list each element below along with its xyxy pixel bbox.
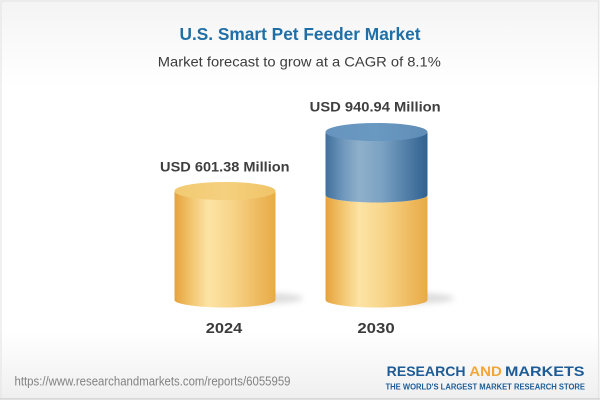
svg-text:2024: 2024 [206,321,243,337]
svg-text:Market forecast to grow at a C: Market forecast to grow at a CAGR of 8.1… [158,55,441,70]
svg-text:THE WORLD'S LARGEST MARKET RES: THE WORLD'S LARGEST MARKET RESEARCH STOR… [386,383,586,392]
svg-text:2030: 2030 [357,321,394,337]
svg-text:https://www.researchandmarkets: https://www.researchandmarkets.com/repor… [15,374,291,389]
svg-text:AND: AND [469,363,502,379]
svg-text:MARKETS: MARKETS [505,363,585,379]
svg-text:USD 940.94 Million: USD 940.94 Million [310,99,441,114]
svg-text:USD 601.38 Million: USD 601.38 Million [160,159,290,174]
svg-text:RESEARCH: RESEARCH [387,363,466,379]
svg-text:U.S. Smart Pet Feeder Market: U.S. Smart Pet Feeder Market [180,24,421,44]
